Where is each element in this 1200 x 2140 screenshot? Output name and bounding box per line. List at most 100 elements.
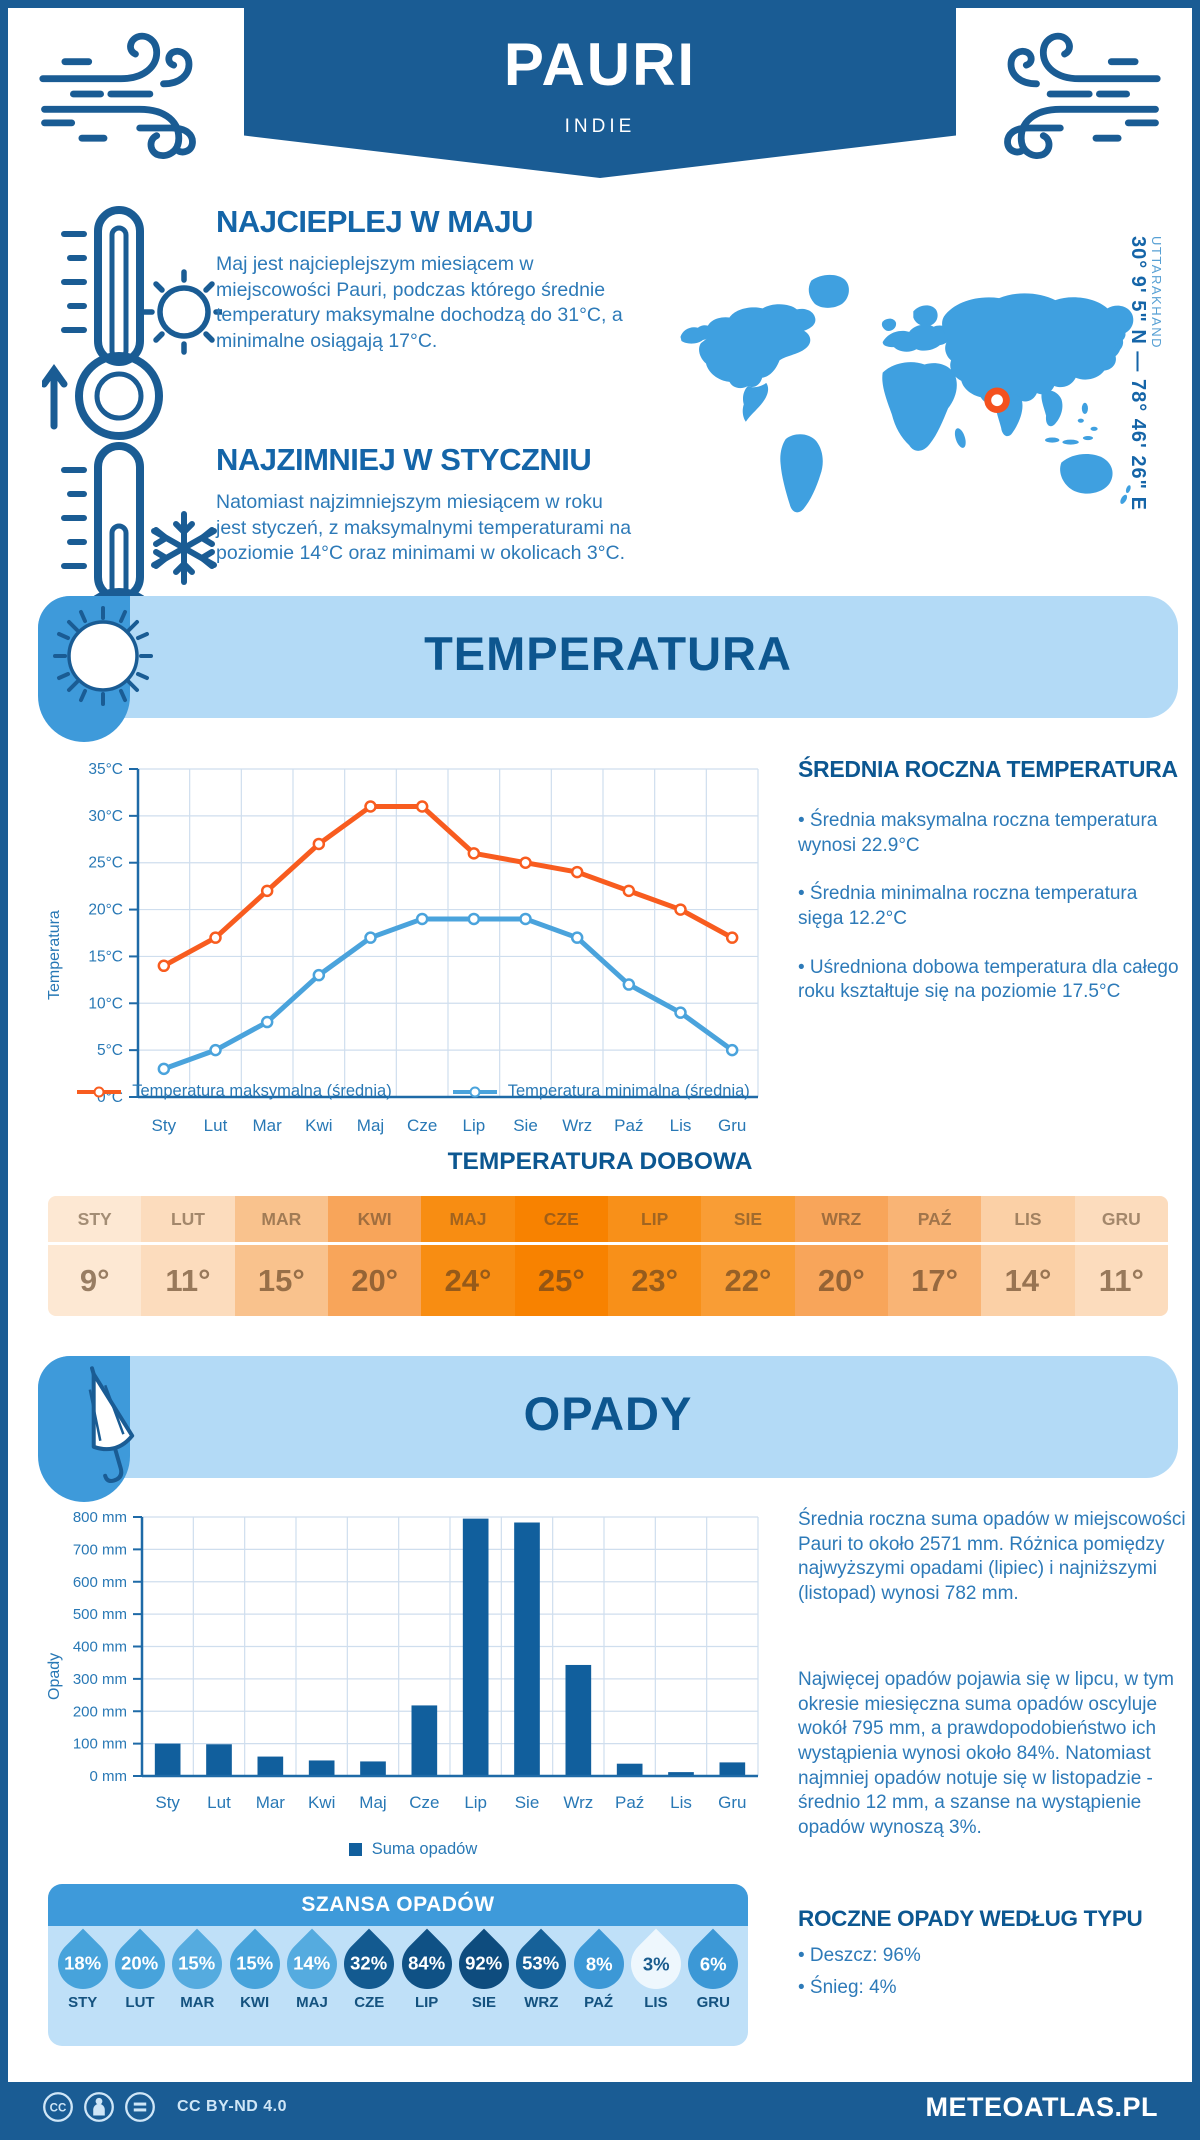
chance-drop: 15% KWI [219,1926,290,2046]
coldest-text: Natomiast najzimniejszym miesiącem w rok… [216,491,632,565]
precipitation-type-bullet: • Deszcz: 96% [798,1945,921,1966]
legend-square-swatch [348,1843,362,1856]
daily-cell: WRZ 20° [794,1196,888,1316]
svg-text:Mar: Mar [256,1793,286,1812]
wind-icon [39,32,196,159]
svg-text:Wrz: Wrz [562,1116,592,1135]
site-link[interactable]: METEOATLAS.PL [925,2091,1158,2122]
svg-text:Sie: Sie [515,1793,540,1812]
daily-cell-month: GRU [1074,1196,1168,1245]
svg-text:Lip: Lip [462,1116,485,1135]
svg-text:Paź: Paź [615,1793,644,1812]
daily-cell: SIE 22° [701,1196,795,1316]
precipitation-banner [38,1356,1178,1478]
precipitation-type-bullet: • Śnieg: 4% [798,1977,897,1998]
daily-cell: MAR 15° [234,1196,328,1316]
daily-cell-month: WRZ [794,1196,888,1245]
chance-drop: 8% PAŹ [563,1926,634,2046]
water-drop-icon: 6% [677,1928,749,2000]
daily-cell-month: MAR [234,1196,328,1245]
chance-drop: 14% MAJ [276,1926,348,2046]
license-link[interactable]: CC CC BY-ND 4.0 [42,2091,287,2123]
svg-text:Gru: Gru [718,1793,746,1812]
daily-cell: GRU 11° [1074,1196,1168,1316]
svg-text:Lut: Lut [207,1793,231,1812]
snowflake-icon [151,511,217,585]
precipitation-legend: Suma opadów [63,1840,763,1859]
chance-drop-month: GRU [696,1994,730,2011]
svg-text:20°C: 20°C [88,902,123,919]
daily-cell: PAŹ 17° [887,1196,982,1316]
chance-drop-month: LUT [125,1994,155,2011]
svg-text:Paź: Paź [614,1116,643,1135]
umbrella-icon [88,1366,135,1484]
cc-nd-icon [125,2092,155,2122]
water-drop-icon: 53% [505,1928,577,2000]
coldest-title: NAJZIMNIEJ W STYCZNIU [216,442,592,477]
svg-text:700 mm: 700 mm [73,1541,127,1558]
svg-text:Wrz: Wrz [563,1793,593,1812]
svg-text:Lip: Lip [464,1793,487,1812]
svg-text:5°C: 5°C [97,1042,123,1059]
legend-item: Temperatura minimalna (średnia) [452,1082,750,1101]
daily-temperature-table: STY 9° LUT 11° MAR 15° KWI 20° MAJ 24° CZE 25° LIP 23… [48,1196,1168,1316]
page-title: PAURI [503,31,697,98]
daily-cell-value: 11° [1098,1262,1144,1298]
chance-drop-month: STY [68,1994,98,2011]
daily-cell-month: LIS [981,1196,1075,1245]
daily-cell: LIP 23° [607,1196,702,1316]
legend-line-swatch [77,1086,122,1097]
chance-drop: 32% CZE [333,1926,405,2046]
chance-drop: 6% GRU [677,1926,749,2046]
precipitation-types-title: ROCZNE OPADY WEDŁUG TYPU [798,1906,1143,1931]
chance-drop: 3% LIS [620,1926,692,2046]
daily-cell-month: SIE [701,1196,795,1245]
water-drop-icon: 20% [104,1928,176,2000]
svg-text:300 mm: 300 mm [73,1671,127,1688]
chance-drop-month: LIS [644,1994,668,2011]
svg-text:Lis: Lis [670,1793,692,1812]
water-drop-icon: 15% [161,1928,233,2000]
temperature-banner [38,596,1178,718]
chance-drop-month: CZE [354,1994,385,2011]
annual-bullet: • Średnia minimalna roczna temperatura s… [798,883,1138,930]
precipitation-bar-chart: 0 mm 100 mm 200 mm 300 mm 400 mm 500 mm 600 mm… [73,1509,759,1812]
daily-cell-value: 15° [257,1262,305,1298]
svg-text:Maj: Maj [357,1116,384,1135]
annual-bullet: • Średnia maksymalna roczna temperatura … [798,810,1158,856]
daily-cell-value: 17° [911,1262,959,1298]
daily-cell-month: PAŹ [887,1196,982,1245]
annual-temperature-title: ŚREDNIA ROCZNA TEMPERATURA [798,756,1178,782]
legend-item: Temperatura maksymalna (średnia) [76,1082,392,1101]
chance-drop: 84% LIP [391,1926,462,2046]
svg-text:35°C: 35°C [88,761,123,778]
svg-text:0 mm: 0 mm [90,1768,128,1785]
svg-text:Sie: Sie [513,1116,538,1135]
svg-text:CC: CC [50,2102,67,2114]
chance-drop-month: PAŹ [584,1994,614,2011]
chance-drop: 53% WRZ [505,1926,577,2046]
daily-cell-value: 20° [817,1262,865,1298]
chance-drop: 18% STY [47,1926,119,2046]
sun-banner-icon [53,606,153,706]
water-drop-icon: 3% [620,1928,692,2000]
annual-temperature-block: ŚREDNIA ROCZNA TEMPERATURA • Średnia mak… [798,756,1186,1005]
svg-text:Sty: Sty [152,1116,177,1135]
legend-item: Suma opadów [348,1840,477,1859]
chance-drop-month: KWI [240,1994,270,2011]
svg-text:25°C: 25°C [88,855,123,872]
temperature-y-axis-label: Temperatura [46,910,63,1000]
thermometer-up-icon [42,206,222,440]
temperature-banner-title: TEMPERATURA [424,627,792,680]
daily-cell: MAJ 24° [421,1196,515,1316]
chance-drop-month: WRZ [524,1994,559,2011]
daily-cell: KWI 20° [327,1196,422,1316]
svg-text:30°C: 30°C [88,808,123,825]
svg-text:10°C: 10°C [88,995,123,1012]
svg-text:100 mm: 100 mm [73,1736,127,1753]
chance-drop-month: SIE [471,1994,497,2011]
world-map [680,274,1134,513]
svg-text:800 mm: 800 mm [73,1509,127,1526]
